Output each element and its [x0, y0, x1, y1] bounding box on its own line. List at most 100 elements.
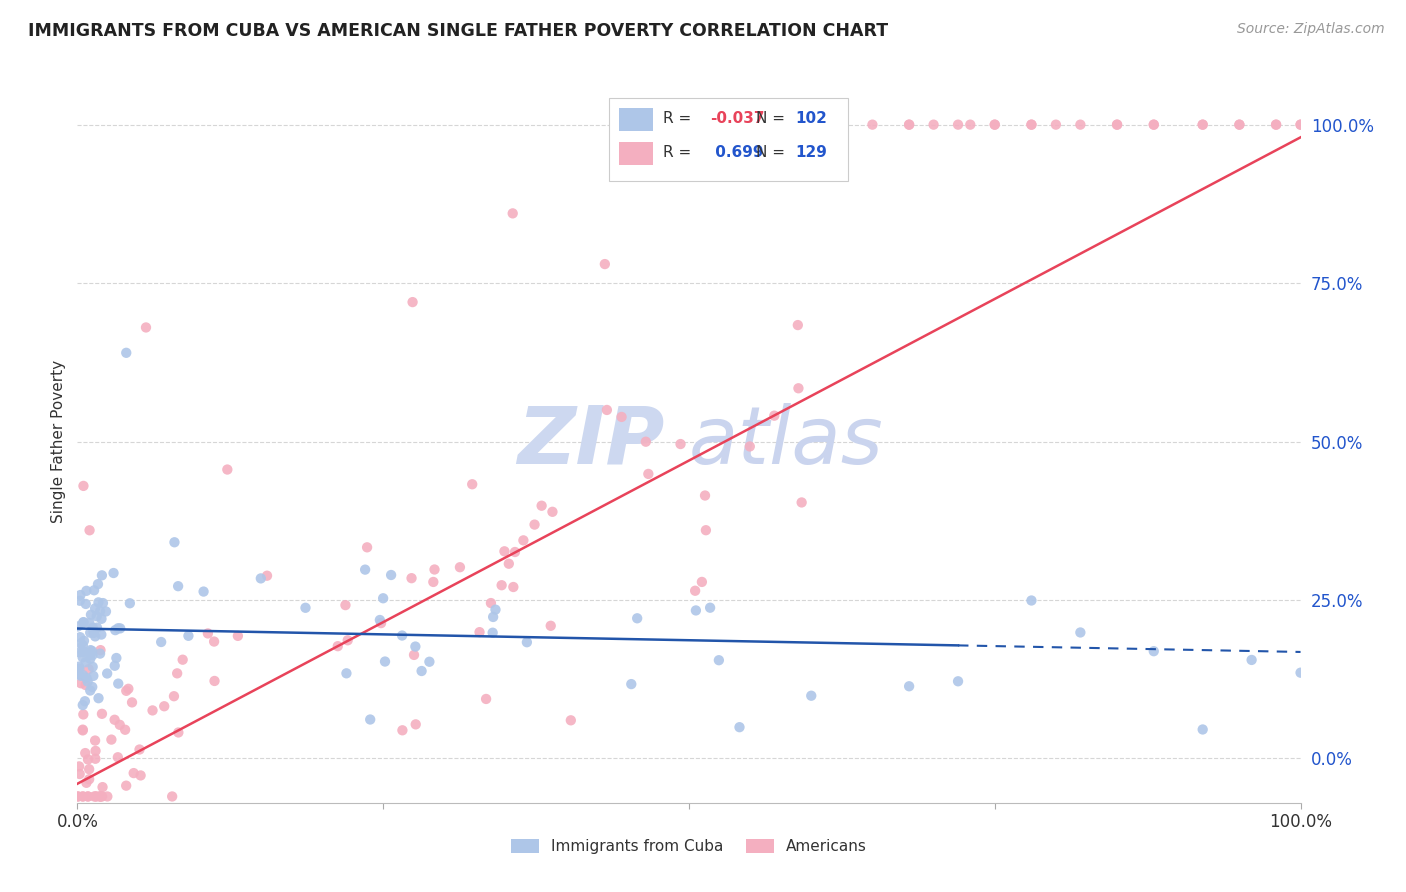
Point [1229, 118, 1251, 132]
Point [84, 629, 107, 643]
Point [728, 720, 751, 734]
Point [150, 635, 173, 649]
Point [418, 655, 440, 669]
Point [84, 733, 107, 747]
Point [66, 789, 89, 804]
Point [87, 595, 110, 609]
Point [946, 118, 969, 132]
Point [217, 462, 239, 476]
Point [72, 723, 94, 738]
Point [69, 588, 91, 602]
Point [87, 691, 110, 706]
Point [75, 655, 97, 669]
Point [370, 616, 392, 631]
Point [423, 562, 446, 576]
Point [77, 752, 100, 766]
Point [72, 723, 94, 737]
Point [1265, 118, 1288, 132]
Point [1069, 118, 1091, 132]
Point [193, 584, 215, 599]
Point [1289, 118, 1312, 132]
Point [166, 666, 188, 681]
Point [67, 759, 90, 773]
Point [523, 517, 546, 532]
Point [84, 601, 107, 615]
Point [610, 409, 633, 424]
Point [1143, 644, 1166, 658]
Point [163, 690, 186, 704]
Point [1240, 653, 1263, 667]
Point [449, 560, 471, 574]
Point [84, 752, 107, 766]
Point [204, 673, 226, 688]
Point [75, 678, 97, 692]
Legend: Immigrants from Cuba, Americans: Immigrants from Cuba, Americans [505, 833, 873, 860]
Point [502, 580, 524, 594]
Point [787, 381, 810, 395]
Point [108, 621, 131, 635]
Point [1107, 118, 1129, 132]
Point [1045, 118, 1067, 132]
Point [479, 596, 502, 610]
Point [226, 629, 249, 643]
Point [707, 653, 730, 667]
Point [89, 789, 111, 804]
Point [401, 295, 423, 310]
Point [91, 596, 114, 610]
Point [699, 600, 721, 615]
Point [690, 574, 713, 589]
Point [79, 652, 101, 666]
Point [122, 766, 145, 780]
Point [596, 403, 619, 417]
Point [90, 568, 112, 582]
Point [786, 318, 808, 332]
Point [391, 723, 413, 738]
Point [76, 789, 98, 804]
Point [197, 626, 219, 640]
Point [77, 772, 100, 787]
Text: -0.037: -0.037 [710, 112, 765, 126]
Point [69, 630, 91, 644]
Point [72, 789, 94, 804]
Point [67, 662, 90, 676]
Point [368, 613, 391, 627]
Point [70, 637, 93, 651]
Point [491, 578, 513, 592]
Point [250, 571, 273, 585]
Point [118, 596, 141, 610]
Point [683, 583, 706, 598]
Point [153, 699, 176, 714]
Point [107, 676, 129, 690]
Point [922, 118, 945, 132]
Point [326, 639, 349, 653]
Point [335, 598, 357, 612]
Point [90, 612, 112, 626]
Point [77, 789, 100, 804]
Point [374, 655, 396, 669]
Point [90, 627, 112, 641]
Point [530, 499, 553, 513]
Point [79, 683, 101, 698]
Point [91, 789, 114, 804]
Y-axis label: Single Father Poverty: Single Father Poverty [51, 360, 66, 523]
Point [482, 610, 505, 624]
Point [516, 635, 538, 649]
Point [75, 597, 97, 611]
Point [115, 346, 138, 360]
Point [76, 674, 98, 689]
Point [114, 723, 136, 737]
Point [82, 669, 104, 683]
Point [1265, 118, 1288, 132]
Point [66, 619, 89, 633]
Point [90, 789, 112, 804]
Point [75, 671, 97, 685]
Point [336, 633, 359, 648]
Point [89, 604, 111, 618]
Point [167, 579, 190, 593]
Point [75, 746, 97, 760]
Point [91, 706, 114, 721]
Point [294, 600, 316, 615]
Text: Source: ZipAtlas.com: Source: ZipAtlas.com [1237, 22, 1385, 37]
Point [108, 718, 131, 732]
Point [354, 563, 377, 577]
